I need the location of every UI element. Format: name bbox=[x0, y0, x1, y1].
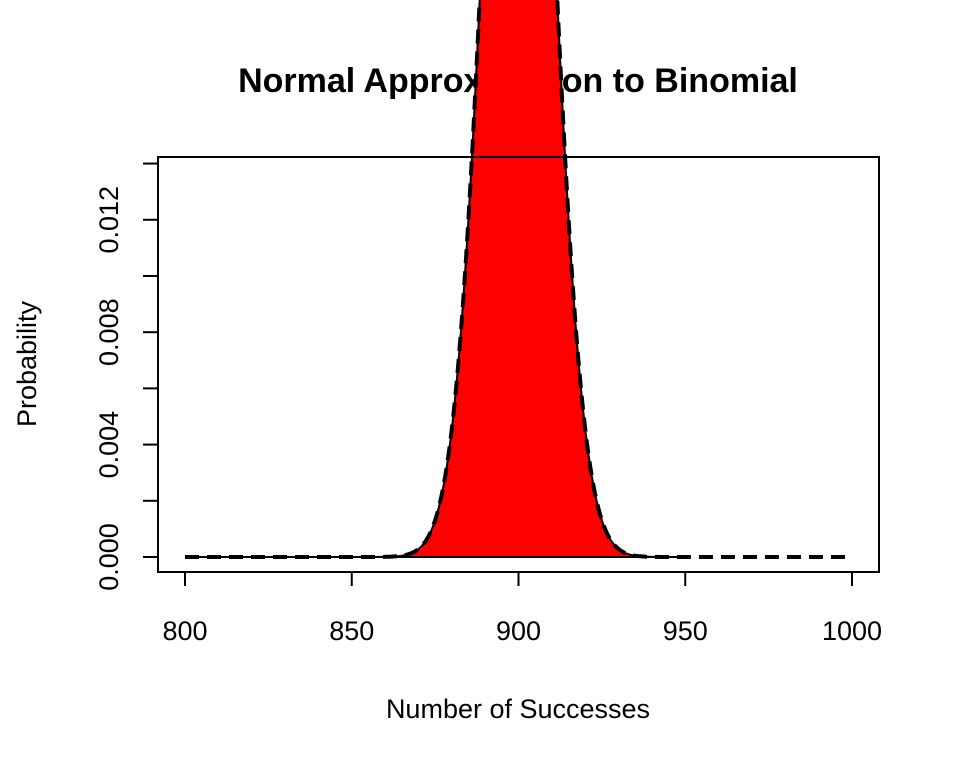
y-axis: 0.000 0.004 0.008 0.012 bbox=[94, 162, 159, 591]
x-tick-label: 850 bbox=[329, 616, 374, 646]
y-tick-label: 0.008 bbox=[94, 298, 124, 366]
x-tick-label: 1000 bbox=[822, 616, 882, 646]
x-tick-label: 800 bbox=[162, 616, 207, 646]
y-axis-label: Probability bbox=[12, 300, 42, 427]
y-tick-label: 0.004 bbox=[94, 411, 124, 479]
x-axis-label: Number of Successes bbox=[386, 694, 650, 724]
x-tick-label: 900 bbox=[496, 616, 541, 646]
shaded-area-main bbox=[185, 0, 686, 557]
x-axis: 800 850 900 950 1000 bbox=[162, 571, 882, 646]
x-tick-label: 950 bbox=[663, 616, 708, 646]
y-tick-label: 0.012 bbox=[94, 186, 124, 254]
normal-density-dashed-line bbox=[185, 0, 852, 559]
plot-area bbox=[185, 0, 852, 559]
y-tick-label: 0.000 bbox=[94, 523, 124, 591]
